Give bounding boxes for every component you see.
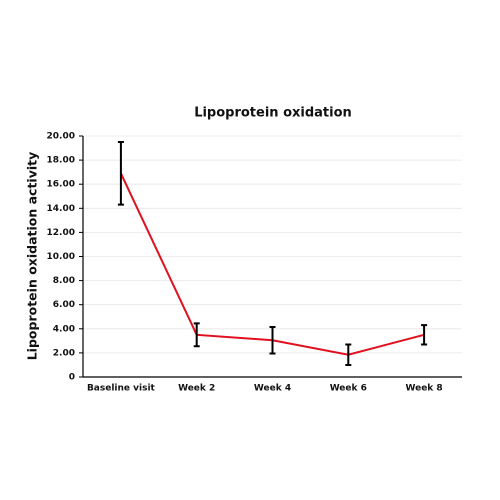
error-bar [117,141,124,206]
error-bar [421,324,428,346]
error-bar [345,343,352,366]
y-tick-label: 6.00 [53,300,75,310]
error-bar [193,322,200,348]
y-tick-label: 10.00 [47,252,75,262]
error-bar [269,325,276,355]
x-tick-label: Week 8 [405,384,442,394]
y-tick-label: 16.00 [47,180,75,190]
x-tick-label: Week 6 [330,384,367,394]
y-tick-label: 2.00 [53,348,75,358]
x-tick-label: Baseline visit [87,384,156,394]
y-tick-label: 4.00 [53,324,75,334]
y-tick-label: 0 [69,373,75,383]
y-tick-label: 14.00 [47,204,75,214]
y-tick-label: 18.00 [47,156,75,166]
y-tick-label: 12.00 [47,228,75,238]
y-tick-label: 8.00 [53,276,75,286]
x-tick-label: Week 4 [254,384,291,394]
y-tick-label: 20.00 [47,132,75,142]
chart-title: Lipoprotein oxidation [194,106,352,121]
x-tick-label: Week 2 [178,384,215,394]
y-axis-label: Lipoprotein oxidation activity [25,152,40,361]
